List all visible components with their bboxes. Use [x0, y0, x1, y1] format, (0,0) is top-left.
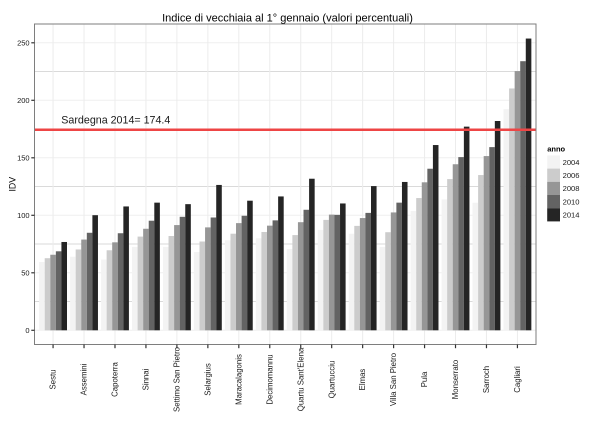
svg-text:2014: 2014 [563, 211, 580, 220]
svg-text:Monserrato: Monserrato [451, 359, 460, 399]
svg-text:Capoterra: Capoterra [111, 362, 120, 397]
svg-text:Sarroch: Sarroch [482, 366, 491, 393]
svg-text:Quartucciu: Quartucciu [327, 361, 336, 399]
svg-text:Villa San Pietro: Villa San Pietro [389, 352, 398, 406]
svg-text:50: 50 [21, 269, 29, 278]
svg-text:2010: 2010 [563, 197, 580, 206]
svg-text:Assemini: Assemini [80, 363, 89, 395]
svg-text:Pula: Pula [420, 371, 429, 387]
svg-text:0: 0 [25, 326, 29, 335]
svg-text:Selargius: Selargius [203, 363, 212, 396]
svg-text:Sinnai: Sinnai [142, 368, 151, 390]
svg-text:150: 150 [17, 154, 30, 163]
svg-text:Decimomannu: Decimomannu [265, 354, 274, 404]
svg-text:2006: 2006 [563, 171, 580, 180]
svg-text:Settimo San Pietro: Settimo San Pietro [173, 346, 182, 412]
svg-text:250: 250 [17, 39, 30, 48]
svg-text:200: 200 [17, 96, 30, 105]
svg-text:Indice di vecchiaia al 1° genn: Indice di vecchiaia al 1° gennaio (valor… [162, 13, 413, 25]
svg-text:anno: anno [547, 145, 565, 154]
svg-text:IDV: IDV [7, 177, 17, 192]
svg-text:100: 100 [17, 211, 30, 220]
svg-text:Elmas: Elmas [358, 369, 367, 391]
svg-text:2008: 2008 [563, 184, 580, 193]
svg-text:Cagliari: Cagliari [513, 366, 522, 393]
svg-text:Maracalagonis: Maracalagonis [234, 354, 243, 405]
svg-text:Sestu: Sestu [49, 370, 58, 390]
svg-text:2004: 2004 [563, 158, 580, 167]
svg-text:Quartu Sant'Elena: Quartu Sant'Elena [296, 347, 305, 411]
svg-text:Sardegna 2014= 174.4: Sardegna 2014= 174.4 [61, 114, 170, 126]
